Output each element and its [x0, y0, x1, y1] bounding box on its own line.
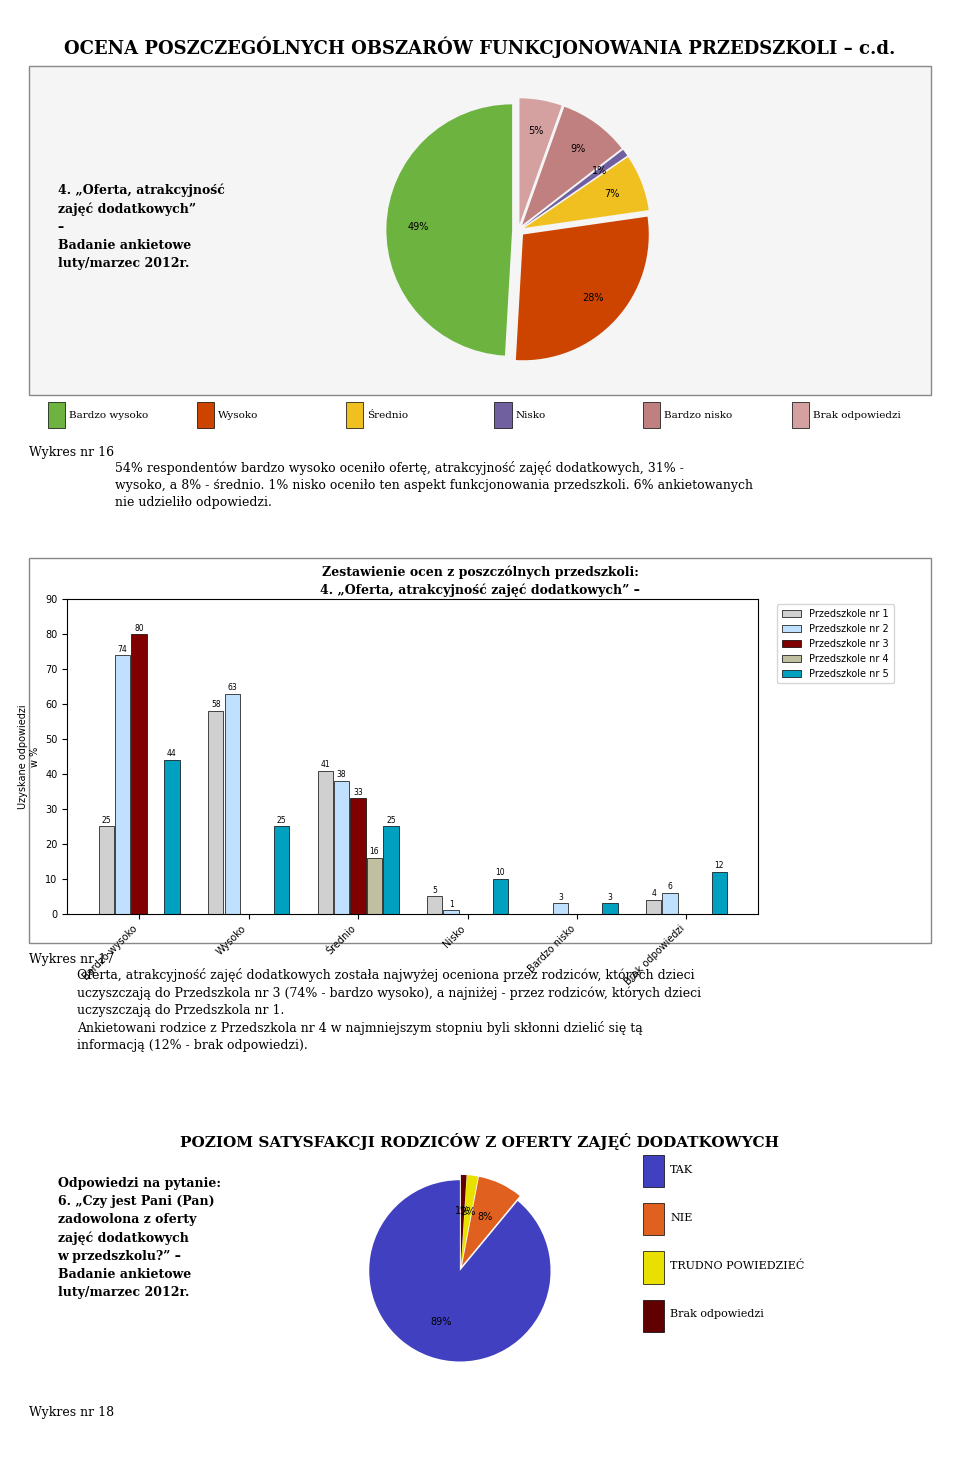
Wedge shape	[370, 1180, 550, 1361]
Text: 4: 4	[651, 889, 656, 898]
Text: 89%: 89%	[431, 1317, 452, 1327]
Bar	[444, 911, 459, 914]
Wedge shape	[523, 149, 627, 227]
Wedge shape	[461, 1175, 478, 1266]
Text: Bardzo nisko: Bardzo nisko	[664, 411, 732, 420]
Text: 8%: 8%	[477, 1212, 492, 1222]
Text: TAK: TAK	[670, 1165, 693, 1174]
Y-axis label: Uzyskane odpowiedzi
w %: Uzyskane odpowiedzi w %	[18, 705, 39, 808]
FancyBboxPatch shape	[643, 1251, 664, 1284]
Wedge shape	[524, 156, 649, 228]
Text: Oferta, atrakcyjność zajęć dodatkowych została najwyżej oceniona przez rodziców,: Oferta, atrakcyjność zajęć dodatkowych z…	[77, 968, 701, 1053]
Bar	[367, 858, 382, 914]
Bar	[662, 893, 678, 914]
Bar	[553, 904, 568, 914]
FancyBboxPatch shape	[494, 402, 512, 428]
Text: Nisko: Nisko	[516, 411, 546, 420]
Text: Wykres nr 17: Wykres nr 17	[29, 953, 114, 966]
Text: 44: 44	[167, 750, 177, 759]
Text: 74: 74	[118, 645, 128, 654]
Text: 9%: 9%	[570, 143, 586, 154]
Text: NIE: NIE	[670, 1213, 692, 1222]
Text: 63: 63	[228, 683, 237, 692]
Text: Średnio: Średnio	[367, 411, 408, 420]
Text: 10: 10	[495, 868, 505, 877]
FancyBboxPatch shape	[643, 1300, 664, 1332]
Text: Brak odpowiedzi: Brak odpowiedzi	[670, 1310, 764, 1319]
FancyBboxPatch shape	[48, 402, 65, 428]
FancyBboxPatch shape	[643, 402, 660, 428]
Bar	[602, 904, 617, 914]
Text: 1%: 1%	[592, 167, 608, 175]
Text: 5%: 5%	[528, 126, 543, 136]
Text: 38: 38	[337, 770, 347, 779]
Text: 41: 41	[321, 760, 330, 769]
Bar	[427, 896, 443, 914]
Text: 3: 3	[608, 892, 612, 902]
Text: 25: 25	[386, 816, 396, 825]
Text: Odpowiedzi na pytanie:
6. „Czy jest Pani (Pan)
zadowolona z oferty
zajęć dodatko: Odpowiedzi na pytanie: 6. „Czy jest Pani…	[58, 1177, 221, 1298]
Text: 16: 16	[370, 846, 379, 857]
Text: Brak odpowiedzi: Brak odpowiedzi	[813, 411, 900, 420]
Wedge shape	[461, 1175, 467, 1266]
Text: 80: 80	[134, 624, 144, 633]
Text: 25: 25	[102, 816, 111, 825]
FancyBboxPatch shape	[643, 1203, 664, 1235]
Wedge shape	[522, 107, 622, 225]
FancyBboxPatch shape	[346, 402, 363, 428]
Bar	[164, 760, 180, 914]
FancyBboxPatch shape	[792, 402, 809, 428]
FancyBboxPatch shape	[29, 66, 931, 395]
Text: 6: 6	[667, 882, 673, 890]
Text: 7%: 7%	[605, 189, 620, 199]
Wedge shape	[462, 1177, 519, 1266]
Text: 4. „Oferta, atrakcyjność
zajęć dodatkowych”
–
Badanie ankietowe
luty/marzec 2012: 4. „Oferta, atrakcyjność zajęć dodatkowy…	[58, 184, 225, 269]
Bar	[132, 635, 147, 914]
Text: 33: 33	[353, 788, 363, 797]
Wedge shape	[386, 104, 512, 355]
Text: 28%: 28%	[582, 294, 603, 303]
Text: Wysoko: Wysoko	[218, 411, 258, 420]
Text: TRUDNO POWIEDZIEĆ: TRUDNO POWIEDZIEĆ	[670, 1260, 804, 1272]
Bar	[350, 798, 366, 914]
Text: Wykres nr 18: Wykres nr 18	[29, 1406, 114, 1420]
Bar	[646, 899, 661, 914]
Bar	[711, 871, 727, 914]
Bar	[225, 694, 240, 914]
Wedge shape	[516, 216, 649, 360]
Text: 1: 1	[448, 899, 453, 908]
Text: OCENA POSZCZEGÓLNYCH OBSZARÓW FUNKCJONOWANIA PRZEDSZKOLI – c.d.: OCENA POSZCZEGÓLNYCH OBSZARÓW FUNKCJONOW…	[64, 37, 896, 58]
Bar	[492, 879, 508, 914]
Text: 12: 12	[714, 861, 724, 870]
Text: 1%: 1%	[455, 1206, 470, 1216]
Text: Zestawienie ocen z poszczólnych przedszkoli:
4. „Oferta, atrakcyjność zajęć doda: Zestawienie ocen z poszczólnych przedszk…	[320, 566, 640, 614]
Text: POZIOM SATYSFAKCJI RODZICÓW Z OFERTY ZAJĘĆ DODATKOWYCH: POZIOM SATYSFAKCJI RODZICÓW Z OFERTY ZAJ…	[180, 1133, 780, 1151]
Bar	[115, 655, 131, 914]
Bar	[274, 826, 289, 914]
Bar	[383, 826, 398, 914]
Text: 2%: 2%	[460, 1206, 475, 1216]
Bar	[208, 711, 224, 914]
Bar	[318, 770, 333, 914]
Bar	[99, 826, 114, 914]
Text: Bardzo wysoko: Bardzo wysoko	[69, 411, 149, 420]
Text: 5: 5	[432, 886, 437, 895]
FancyBboxPatch shape	[29, 558, 931, 943]
Text: 49%: 49%	[407, 222, 428, 232]
Bar	[334, 781, 349, 914]
Text: Wykres nr 16: Wykres nr 16	[29, 446, 114, 459]
Text: 25: 25	[276, 816, 286, 825]
Text: 54% respondentów bardzo wysoko oceniło ofertę, atrakcyjność zajęć dodatkowych, 3: 54% respondentów bardzo wysoko oceniło o…	[115, 461, 754, 509]
Wedge shape	[519, 98, 562, 224]
FancyBboxPatch shape	[197, 402, 214, 428]
Text: 3: 3	[558, 892, 563, 902]
FancyBboxPatch shape	[643, 1155, 664, 1187]
Text: 58: 58	[211, 700, 221, 709]
Legend: Przedszkole nr 1, Przedszkole nr 2, Przedszkole nr 3, Przedszkole nr 4, Przedszk: Przedszkole nr 1, Przedszkole nr 2, Prze…	[777, 604, 894, 683]
